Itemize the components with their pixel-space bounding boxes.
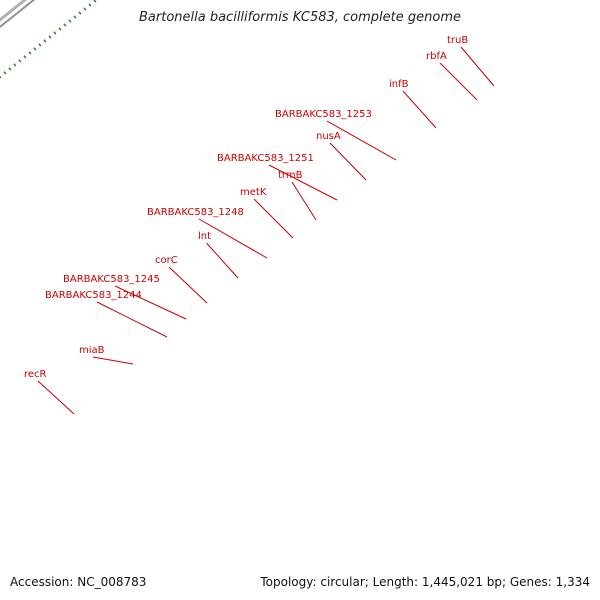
scale-tick bbox=[23, 55, 27, 59]
leader-line bbox=[460, 46, 495, 87]
scale-tick bbox=[63, 23, 67, 27]
scale-tick bbox=[58, 27, 62, 31]
scale-tick bbox=[48, 35, 52, 39]
gene-label: metK bbox=[240, 187, 267, 198]
backbone-line bbox=[0, 0, 28, 22]
gene-label: corC bbox=[155, 255, 178, 266]
scale-tick bbox=[78, 11, 82, 15]
accession-text: Accession: NC_008783 bbox=[10, 575, 147, 589]
scale-tick bbox=[38, 43, 42, 47]
gene-label: BARBAKC583_1251 bbox=[217, 153, 314, 164]
cds-arrow bbox=[0, 0, 14, 2]
gene-label: BARBAKC583_1253 bbox=[275, 109, 372, 120]
leader-line bbox=[402, 90, 437, 129]
leader-line bbox=[206, 242, 239, 279]
scale-tick bbox=[73, 15, 77, 19]
scale-tick bbox=[13, 63, 17, 67]
gene-label: BARBAKC583_1245 bbox=[63, 274, 160, 285]
scale-tick bbox=[53, 31, 57, 35]
scale-tick bbox=[43, 39, 47, 43]
gene-label: infB bbox=[389, 79, 409, 90]
scale-tick bbox=[68, 19, 72, 23]
genome-summary-text: Topology: circular; Length: 1,445,021 bp… bbox=[260, 575, 590, 589]
gene-label: truB bbox=[447, 35, 468, 46]
scale-tick bbox=[28, 51, 32, 55]
gene-label: nusA bbox=[316, 131, 341, 142]
scale-tick bbox=[88, 3, 92, 7]
leader-line bbox=[329, 142, 367, 181]
scale-tick bbox=[18, 59, 22, 63]
leader-line bbox=[253, 198, 294, 239]
gene-label: BARBAKC583_1244 bbox=[45, 290, 142, 301]
scale-tick bbox=[3, 71, 7, 75]
gene-label: rbfA bbox=[426, 51, 447, 62]
scale-tick bbox=[33, 47, 37, 51]
leader-line bbox=[37, 380, 75, 415]
gene-label: BARBAKC583_1248 bbox=[147, 207, 244, 218]
leader-line bbox=[439, 62, 478, 101]
scale-tick bbox=[83, 7, 87, 11]
gene-label: lnt bbox=[198, 231, 211, 242]
leader-line bbox=[92, 356, 134, 365]
gene-label: recR bbox=[24, 369, 47, 380]
leader-line bbox=[198, 218, 268, 259]
map-title: Bartonella bacilliformis KC583, complete… bbox=[139, 10, 461, 25]
leader-line bbox=[268, 164, 338, 201]
leader-line bbox=[326, 120, 397, 161]
backbone-line-inner bbox=[0, 0, 36, 29]
leader-line bbox=[96, 301, 168, 338]
scale-tick bbox=[93, 0, 97, 3]
scale-tick bbox=[0, 75, 2, 79]
leader-line bbox=[168, 266, 208, 304]
scale-tick bbox=[8, 67, 12, 71]
leader-line bbox=[291, 181, 317, 221]
leader-line bbox=[114, 285, 187, 320]
gene-label: miaB bbox=[79, 345, 105, 356]
